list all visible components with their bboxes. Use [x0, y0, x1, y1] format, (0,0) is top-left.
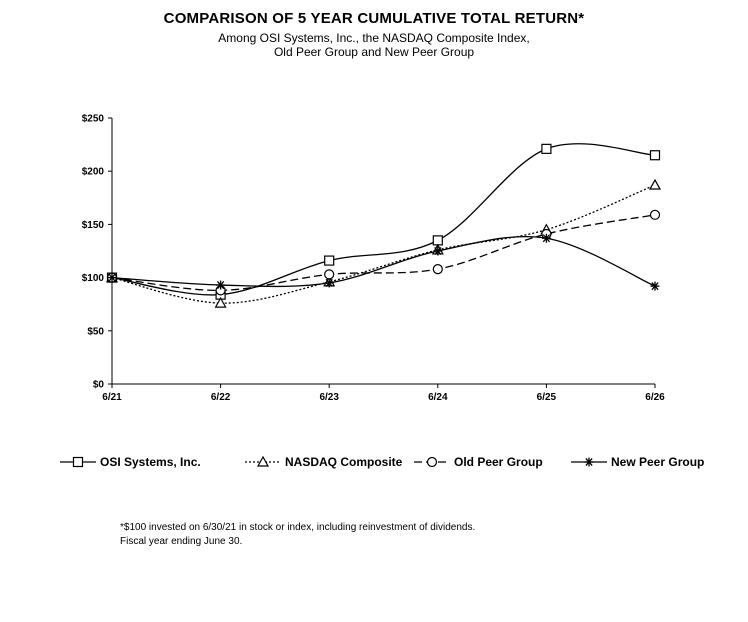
- x-tick-label: 6/26: [645, 392, 665, 403]
- legend-label: Old Peer Group: [454, 455, 543, 469]
- legend-marker-nasdaq-composite: [256, 455, 270, 467]
- x-tick-label: 6/22: [211, 392, 231, 403]
- chart-legend: OSI Systems, Inc. NASDAQ Composite Old Pee…: [60, 455, 704, 469]
- data-point-nasdaq-composite: [214, 296, 227, 308]
- legend-label: OSI Systems, Inc.: [100, 455, 201, 469]
- data-point-old-peer-group: [432, 263, 443, 275]
- chart-axes: $0 $50 $100 $150 $200 $250 6/21 6/22 6/23 6/24 6/2…: [82, 114, 665, 404]
- y-tick-label: $50: [87, 326, 104, 337]
- y-tick-label: $250: [82, 114, 105, 125]
- legend-label: NASDAQ Composite: [285, 455, 403, 469]
- data-point-new-peer-group: [650, 281, 660, 291]
- legend-marker-new-peer-group: [584, 457, 594, 467]
- footnote: *$100 invested on 6/30/21 in stock or in…: [120, 521, 475, 549]
- data-point-new-peer-group: [324, 278, 334, 288]
- chart-series: [105, 143, 662, 308]
- legend-item-old-peer-group: Old Peer Group: [414, 455, 543, 469]
- x-tick-label: 6/21: [102, 392, 122, 403]
- footnote-line1: *$100 invested on 6/30/21 in stock or in…: [120, 522, 476, 533]
- series-new-peer-group: [107, 233, 660, 291]
- legend-item-osi-systems-inc: OSI Systems, Inc.: [60, 455, 201, 469]
- legend-marker-osi-systems-inc: [72, 456, 84, 468]
- x-tick-label: 6/24: [428, 392, 448, 403]
- data-point-osi-systems-inc: [324, 255, 335, 266]
- data-point-osi-systems-inc: [432, 235, 443, 246]
- series-line-new-peer-group: [111, 235, 656, 288]
- chart-subtitle-line2: Old Peer Group and New Peer Group: [273, 45, 475, 59]
- legend-label: New Peer Group: [611, 455, 704, 469]
- series-line-osi-systems-inc: [111, 143, 656, 296]
- series-old-peer-group: [106, 209, 661, 296]
- data-point-osi-systems-inc: [649, 150, 661, 161]
- series-osi-systems-inc: [106, 143, 661, 300]
- data-point-new-peer-group: [433, 246, 443, 256]
- y-tick-label: $200: [82, 167, 105, 178]
- legend-item-new-peer-group: New Peer Group: [571, 455, 704, 469]
- y-tick-label: $100: [82, 273, 105, 284]
- data-point-new-peer-group: [216, 280, 226, 290]
- data-point-osi-systems-inc: [541, 143, 552, 154]
- legend-item-nasdaq-composite: NASDAQ Composite: [245, 455, 403, 469]
- data-point-old-peer-group: [324, 269, 335, 280]
- y-tick-label: $0: [93, 380, 105, 391]
- data-point-old-peer-group: [649, 209, 661, 220]
- data-point-new-peer-group: [541, 233, 551, 243]
- series-nasdaq-composite: [105, 178, 662, 308]
- series-line-nasdaq-composite: [111, 184, 656, 304]
- legend-marker-old-peer-group: [426, 456, 438, 468]
- x-tick-label: 6/23: [319, 392, 339, 403]
- series-line-old-peer-group: [111, 214, 656, 292]
- footnote-line2: Fiscal year ending June 30.: [120, 536, 243, 547]
- chart-title: COMPARISON OF 5 YEAR CUMULATIVE TOTAL RE…: [163, 10, 585, 27]
- y-tick-label: $150: [82, 220, 105, 231]
- x-tick-label: 6/25: [537, 392, 557, 403]
- chart-subtitle-line1: Among OSI Systems, Inc., the NASDAQ Comp…: [218, 31, 530, 45]
- data-point-new-peer-group: [107, 273, 117, 283]
- data-point-nasdaq-composite: [648, 178, 662, 190]
